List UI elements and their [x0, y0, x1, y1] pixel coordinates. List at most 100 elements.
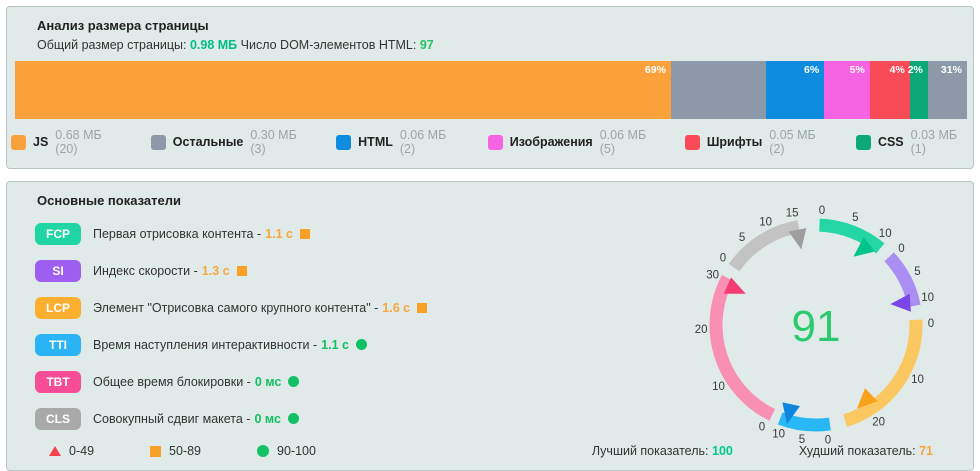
bar-segment-js: 69%	[15, 61, 671, 119]
legend-item-size: 0.06 МБ (5)	[599, 128, 647, 156]
metric-label: Индекс скорости -	[93, 263, 198, 278]
metric-label: Время наступления интерактивности -	[93, 337, 318, 352]
gauge-pointer-icon-cls	[788, 228, 807, 250]
metric-badge-cls: CLS	[35, 407, 81, 430]
legend-color-swatch	[336, 134, 352, 150]
metric-row-si: SI Индекс скорости -1.3 с	[35, 259, 969, 282]
metric-badge-tti: TTI	[35, 333, 81, 356]
metrics-title: Основные показатели	[37, 193, 181, 208]
size-legend-item-js: JS 0.68 МБ (20)	[11, 128, 121, 156]
score-range-0-49: 0-49	[49, 444, 94, 458]
bar-segment-percent-label: 31%	[940, 64, 962, 76]
total-size-value: 0.98 МБ	[189, 38, 238, 52]
gauge-tick-label-tti-5: 5	[799, 434, 805, 446]
gauge-tick-label-tbt-20: 20	[695, 324, 708, 336]
bar-segment-percent-label: 2%	[907, 64, 923, 76]
metric-status-square-icon	[299, 228, 310, 239]
metric-badge-lcp: LCP	[35, 296, 81, 319]
gauge-tick-label-si-0: 0	[898, 243, 904, 255]
metric-label: Элемент "Отрисовка самого крупного конте…	[93, 300, 379, 315]
worst-score-value: 71	[919, 444, 933, 458]
metric-status-square-icon	[417, 302, 428, 313]
legend-item-size: 0.30 МБ (3)	[250, 128, 297, 156]
bar-segment-other-2: 31%	[927, 61, 967, 119]
score-range-label: 90-100	[277, 444, 316, 458]
metric-value: 0 мс	[254, 411, 281, 426]
worst-score-label: Худший показатель:	[798, 444, 916, 458]
gauge-tick-label-cls-10: 10	[759, 217, 772, 229]
legend-item-size: 0.68 МБ (20)	[55, 128, 102, 156]
gauge-tick-label-lcp-10: 10	[911, 374, 924, 386]
legend-item-size: 0.06 МБ (2)	[399, 128, 447, 156]
worst-score: Худший показатель: 71	[799, 444, 933, 458]
score-gauge-wrap: 0 5 10 0 5 10 0 10 20 0 5 10 0 10 20 30 0 5 10 15 91	[681, 190, 951, 460]
dom-count-label: Число DOM-элементов HTML:	[240, 38, 417, 52]
bar-segment-css: 2%	[907, 61, 928, 119]
score-range-50-89: 50-89	[150, 444, 201, 458]
metric-status-circle-icon	[355, 339, 367, 350]
gauge-tick-label-si-10: 10	[921, 292, 934, 304]
gauge-arc-cls	[728, 220, 800, 272]
gauge-pointer-icon-si	[890, 293, 911, 312]
legend-item-name: Остальные	[172, 135, 244, 149]
size-bar-chart: 69% 6% 5% 4% 2% 31%	[15, 61, 967, 119]
metrics-panel: Основные показатели FCP Первая отрисовка …	[6, 181, 974, 471]
page-size-panel: Анализ размера страницы Общий размер стр…	[6, 6, 974, 169]
total-size-label: Общий размер страницы:	[37, 38, 187, 52]
metric-value: 1.1 с	[321, 337, 349, 352]
legend-item-name: Шрифты	[706, 135, 763, 149]
metric-value: 1.3 с	[201, 263, 230, 278]
legend-color-swatch	[855, 134, 871, 150]
gauge-tick-label-tbt-30: 30	[706, 270, 719, 282]
page-size-summary: Общий размер страницы: 0.98 МБ Число DOM…	[37, 38, 949, 52]
metric-badge-tbt: TBT	[35, 370, 81, 393]
gauge-arc-si	[884, 252, 921, 308]
legend-color-swatch	[487, 134, 503, 150]
gauge-tick-label-fcp-0: 0	[819, 205, 825, 217]
gauge-arc-tti	[777, 412, 831, 432]
metric-value: 0 мс	[254, 374, 282, 389]
gauge-pointer-icon-tbt	[723, 277, 746, 294]
gauge-arc-lcp	[843, 319, 923, 427]
legend-item-size: 0.03 МБ (1)	[910, 128, 958, 156]
size-legend-item-изображения: Изображения 0.06 МБ (5)	[487, 128, 655, 156]
metric-label: Совокупный сдвиг макета -	[93, 411, 251, 426]
gauge-tick-label-cls-0: 0	[720, 252, 726, 264]
gauge-tick-label-fcp-10: 10	[879, 228, 892, 240]
metric-row-tbt: TBT Общее время блокировки -0 мс	[35, 370, 969, 393]
bar-segment-fonts: 4%	[869, 61, 910, 119]
metric-value: 1.1 с	[265, 226, 293, 241]
gauge-pointer-icon-lcp	[856, 388, 878, 409]
bar-segment-percent-label: 5%	[849, 64, 865, 76]
metric-row-tti: TTI Время наступления интерактивности -1.…	[35, 333, 969, 356]
metric-label: Общее время блокировки -	[93, 374, 251, 389]
score-range-90-100: 90-100	[257, 444, 316, 458]
size-legend-item-остальные: Остальные 0.30 МБ (3)	[150, 128, 306, 156]
legend-item-name: CSS	[877, 135, 904, 149]
gauge-tick-label-tbt-10: 10	[712, 381, 725, 393]
metrics-list: FCP Первая отрисовка контента -1.1 с SI Инд…	[11, 222, 969, 430]
dom-count-value: 97	[419, 38, 434, 52]
bar-segment-html: 6%	[766, 61, 825, 119]
bar-segment-images: 5%	[824, 61, 870, 119]
metric-status-circle-icon	[288, 376, 300, 387]
size-legend: JS 0.68 МБ (20) Остальные 0.30 МБ (3) HTML 0.…	[11, 128, 969, 156]
bar-segment-percent-label: 6%	[803, 64, 820, 76]
metric-status-circle-icon	[287, 413, 299, 424]
score-range-label: 0-49	[69, 444, 95, 458]
size-legend-item-шрифты: Шрифты 0.05 МБ (2)	[684, 128, 826, 156]
legend-color-swatch	[684, 134, 700, 150]
best-score-value: 100	[712, 444, 733, 458]
bar-segment-other-1	[670, 61, 767, 119]
best-score: Лучший показатель: 100	[592, 444, 733, 458]
bar-segment-percent-label: 69%	[644, 64, 666, 76]
gauge-pointer-icon-fcp	[853, 237, 875, 257]
score-legend: 0-49 50-89 90-100	[49, 444, 316, 458]
gauge-tick-label-cls-5: 5	[739, 232, 745, 244]
metric-badge-fcp: FCP	[35, 222, 81, 245]
gauge-score-value: 91	[792, 302, 841, 351]
metric-status-square-icon	[236, 265, 247, 276]
metric-row-cls: CLS Совокупный сдвиг макета -0 мс	[35, 407, 969, 430]
size-legend-item-html: HTML 0.06 МБ (2)	[336, 128, 458, 156]
gauge-tick-label-cls-15: 15	[786, 208, 799, 220]
